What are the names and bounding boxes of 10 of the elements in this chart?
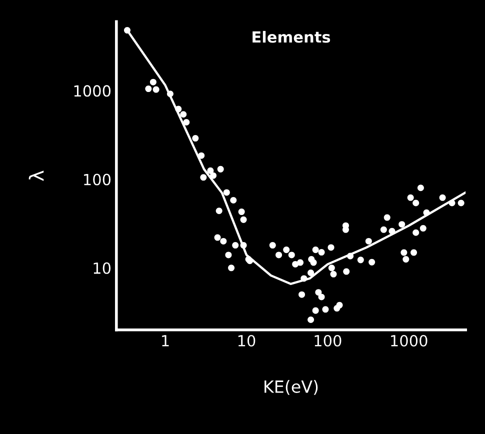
y-tick-label: 10 [94,262,111,274]
x-tick-label: 10 [238,334,256,347]
x-axis-title: KE(eV) [264,380,318,395]
y-axis-title: λ [28,170,44,181]
x-tick-label: 1000 [391,334,428,347]
x-tick-label: 1 [162,335,169,346]
y-tick-label: 100 [84,174,111,186]
chart-title: Elements [252,30,330,43]
y-tick-label: 1000 [74,85,111,97]
x-tick-label: 100 [314,334,342,347]
